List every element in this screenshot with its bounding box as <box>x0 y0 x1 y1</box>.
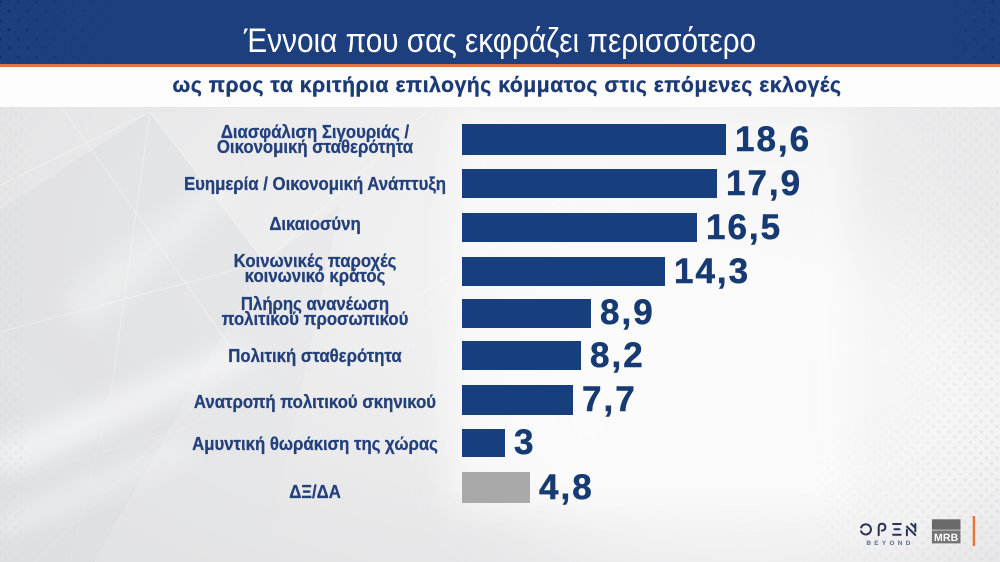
svg-text:BEYOND: BEYOND <box>866 540 913 547</box>
svg-text:MRB: MRB <box>934 532 959 544</box>
